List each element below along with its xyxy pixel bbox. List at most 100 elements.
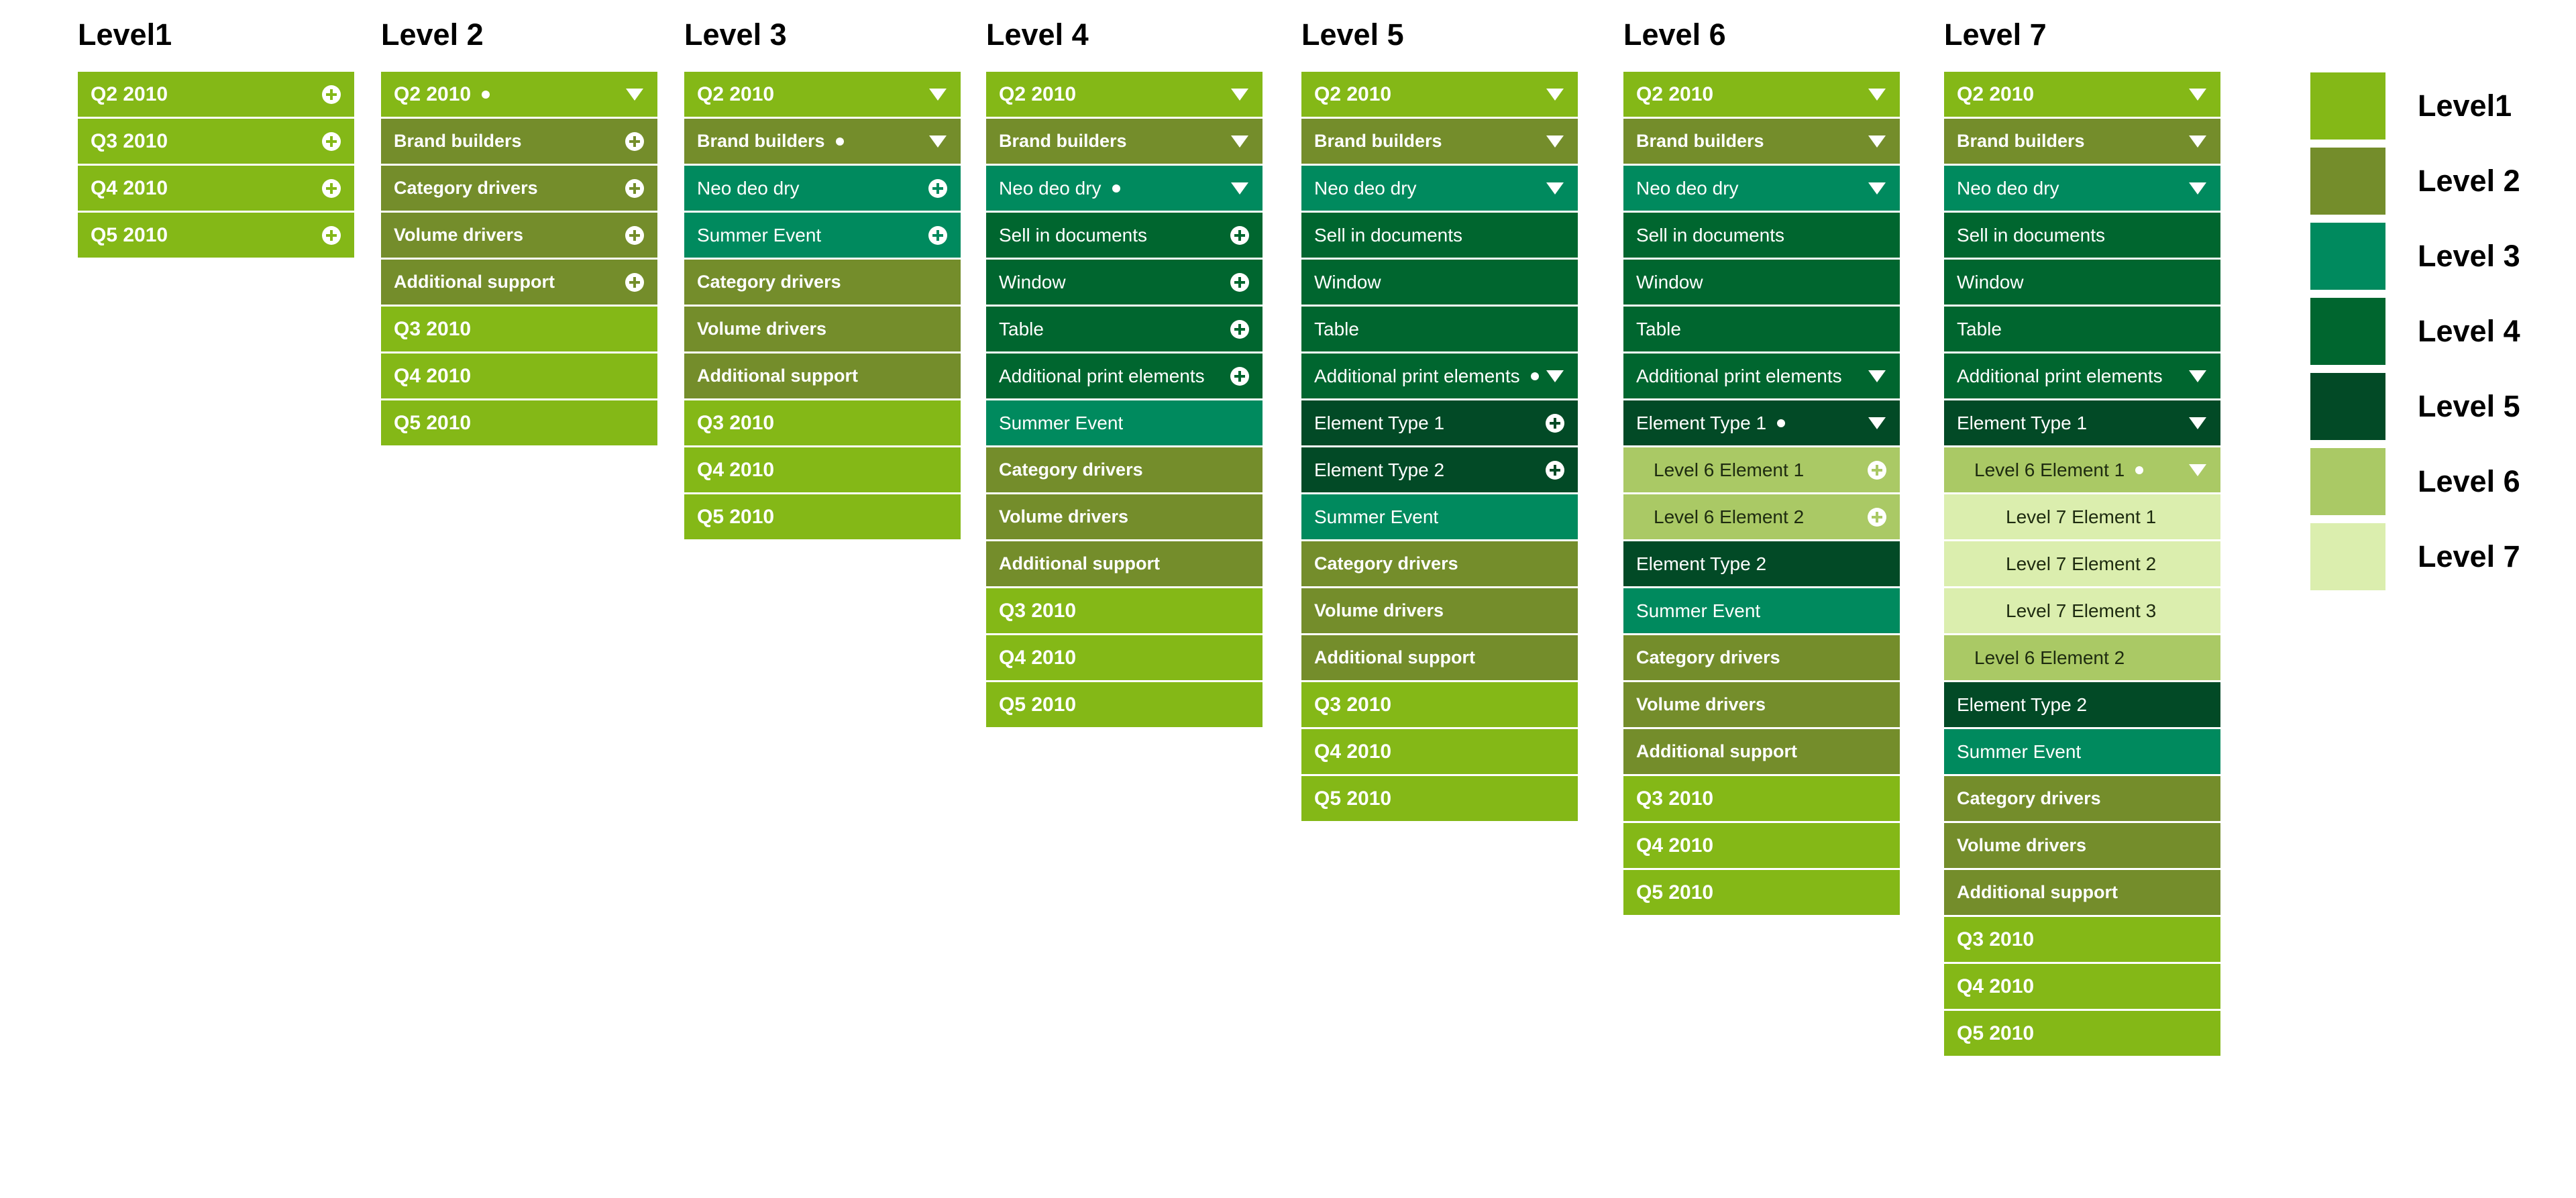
menu-item-level-3[interactable]: Neo deo dry	[684, 166, 961, 213]
menu-item-level-1[interactable]: Q5 2010	[684, 494, 961, 541]
plus-icon[interactable]	[624, 225, 645, 246]
menu-item-level-5[interactable]: Element Type 2	[1623, 541, 1900, 588]
chevron-down-icon[interactable]	[624, 84, 645, 105]
menu-item-level-4[interactable]: Additional print elements	[1623, 353, 1900, 400]
menu-item-level-3[interactable]: Summer Event	[1623, 588, 1900, 635]
plus-icon[interactable]	[927, 225, 949, 246]
menu-item-level-2[interactable]: Category drivers	[1944, 776, 2220, 823]
menu-item-level-1[interactable]: Q2 2010	[684, 72, 961, 119]
chevron-down-icon[interactable]	[1544, 366, 1566, 387]
menu-item-level-2[interactable]: Brand builders	[1623, 119, 1900, 166]
menu-item-level-3[interactable]: Summer Event	[1301, 494, 1578, 541]
menu-item-level-1[interactable]: Q2 2010	[986, 72, 1263, 119]
menu-item-level-2[interactable]: Additional support	[684, 353, 961, 400]
menu-item-level-4[interactable]: Sell in documents	[986, 213, 1263, 260]
menu-item-level-2[interactable]: Category drivers	[986, 447, 1263, 494]
menu-item-level-4[interactable]: Table	[986, 307, 1263, 353]
menu-item-level-1[interactable]: Q4 2010	[986, 635, 1263, 682]
menu-item-level-1[interactable]: Q5 2010	[78, 213, 354, 260]
menu-item-level-2[interactable]: Volume drivers	[1301, 588, 1578, 635]
menu-item-level-2[interactable]: Additional support	[1944, 870, 2220, 917]
chevron-down-icon[interactable]	[2187, 178, 2208, 199]
menu-item-level-2[interactable]: Volume drivers	[1944, 823, 2220, 870]
chevron-down-icon[interactable]	[1866, 131, 1888, 152]
menu-item-level-1[interactable]: Q3 2010	[381, 307, 657, 353]
menu-item-level-1[interactable]: Q2 2010	[78, 72, 354, 119]
menu-item-level-1[interactable]: Q3 2010	[1301, 682, 1578, 729]
menu-item-level-1[interactable]: Q5 2010	[381, 400, 657, 447]
plus-icon[interactable]	[1866, 459, 1888, 481]
menu-item-level-6[interactable]: Level 6 Element 2	[1623, 494, 1900, 541]
chevron-down-icon[interactable]	[927, 84, 949, 105]
menu-item-level-2[interactable]: Additional support	[1623, 729, 1900, 776]
chevron-down-icon[interactable]	[1866, 84, 1888, 105]
menu-item-level-6[interactable]: Level 6 Element 2	[1944, 635, 2220, 682]
menu-item-level-3[interactable]: Summer Event	[684, 213, 961, 260]
menu-item-level-1[interactable]: Q5 2010	[1301, 776, 1578, 823]
menu-item-level-2[interactable]: Volume drivers	[986, 494, 1263, 541]
plus-icon[interactable]	[1229, 272, 1250, 293]
menu-item-level-6[interactable]: Level 6 Element 1	[1944, 447, 2220, 494]
plus-icon[interactable]	[321, 178, 342, 199]
menu-item-level-1[interactable]: Q3 2010	[986, 588, 1263, 635]
plus-icon[interactable]	[321, 225, 342, 246]
menu-item-level-3[interactable]: Neo deo dry	[1944, 166, 2220, 213]
menu-item-level-5[interactable]: Element Type 2	[1944, 682, 2220, 729]
chevron-down-icon[interactable]	[1866, 366, 1888, 387]
menu-item-level-1[interactable]: Q4 2010	[1301, 729, 1578, 776]
menu-item-level-1[interactable]: Q2 2010	[1623, 72, 1900, 119]
plus-icon[interactable]	[321, 131, 342, 152]
menu-item-level-7[interactable]: Level 7 Element 3	[1944, 588, 2220, 635]
menu-item-level-3[interactable]: Neo deo dry	[1623, 166, 1900, 213]
menu-item-level-1[interactable]: Q2 2010	[1944, 72, 2220, 119]
menu-item-level-1[interactable]: Q4 2010	[1944, 964, 2220, 1011]
chevron-down-icon[interactable]	[2187, 131, 2208, 152]
menu-item-level-1[interactable]: Q2 2010	[1301, 72, 1578, 119]
menu-item-level-3[interactable]: Summer Event	[1944, 729, 2220, 776]
menu-item-level-2[interactable]: Additional support	[986, 541, 1263, 588]
menu-item-level-1[interactable]: Q3 2010	[1944, 917, 2220, 964]
menu-item-level-5[interactable]: Element Type 2	[1301, 447, 1578, 494]
chevron-down-icon[interactable]	[1229, 131, 1250, 152]
menu-item-level-4[interactable]: Additional print elements	[986, 353, 1263, 400]
chevron-down-icon[interactable]	[1866, 413, 1888, 434]
menu-item-level-4[interactable]: Additional print elements	[1301, 353, 1578, 400]
chevron-down-icon[interactable]	[1544, 131, 1566, 152]
menu-item-level-4[interactable]: Table	[1623, 307, 1900, 353]
menu-item-level-1[interactable]: Q3 2010	[1623, 776, 1900, 823]
menu-item-level-1[interactable]: Q4 2010	[1623, 823, 1900, 870]
menu-item-level-1[interactable]: Q4 2010	[78, 166, 354, 213]
chevron-down-icon[interactable]	[927, 131, 949, 152]
chevron-down-icon[interactable]	[1229, 178, 1250, 199]
menu-item-level-3[interactable]: Neo deo dry	[986, 166, 1263, 213]
menu-item-level-1[interactable]: Q5 2010	[986, 682, 1263, 729]
menu-item-level-2[interactable]: Category drivers	[381, 166, 657, 213]
menu-item-level-4[interactable]: Window	[1301, 260, 1578, 307]
chevron-down-icon[interactable]	[2187, 413, 2208, 434]
chevron-down-icon[interactable]	[2187, 84, 2208, 105]
menu-item-level-1[interactable]: Q5 2010	[1623, 870, 1900, 917]
plus-icon[interactable]	[624, 272, 645, 293]
menu-item-level-2[interactable]: Category drivers	[684, 260, 961, 307]
chevron-down-icon[interactable]	[2187, 459, 2208, 481]
chevron-down-icon[interactable]	[1866, 178, 1888, 199]
plus-icon[interactable]	[321, 84, 342, 105]
plus-icon[interactable]	[1544, 413, 1566, 434]
menu-item-level-4[interactable]: Sell in documents	[1301, 213, 1578, 260]
chevron-down-icon[interactable]	[1229, 84, 1250, 105]
menu-item-level-1[interactable]: Q4 2010	[684, 447, 961, 494]
chevron-down-icon[interactable]	[2187, 366, 2208, 387]
plus-icon[interactable]	[1229, 319, 1250, 340]
menu-item-level-4[interactable]: Sell in documents	[1623, 213, 1900, 260]
menu-item-level-3[interactable]: Neo deo dry	[1301, 166, 1578, 213]
chevron-down-icon[interactable]	[1544, 178, 1566, 199]
menu-item-level-2[interactable]: Additional support	[1301, 635, 1578, 682]
plus-icon[interactable]	[624, 178, 645, 199]
plus-icon[interactable]	[1544, 459, 1566, 481]
menu-item-level-2[interactable]: Brand builders	[1301, 119, 1578, 166]
menu-item-level-5[interactable]: Element Type 1	[1301, 400, 1578, 447]
menu-item-level-4[interactable]: Table	[1944, 307, 2220, 353]
menu-item-level-4[interactable]: Table	[1301, 307, 1578, 353]
menu-item-level-6[interactable]: Level 6 Element 1	[1623, 447, 1900, 494]
menu-item-level-2[interactable]: Category drivers	[1623, 635, 1900, 682]
